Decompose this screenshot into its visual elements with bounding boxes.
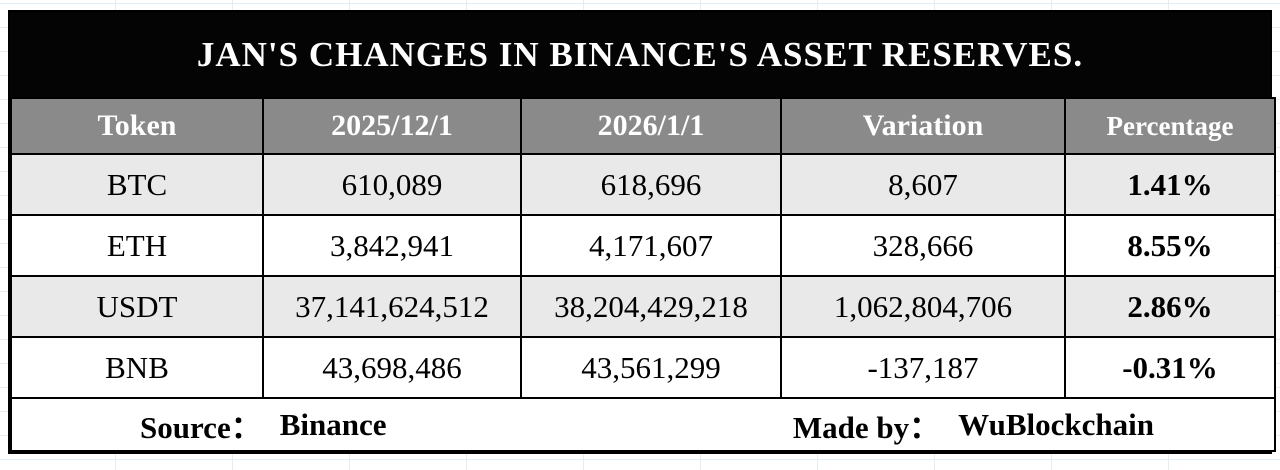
cell-variation: 1,062,804,706 (780, 275, 1066, 338)
cell-percentage: 8.55% (1064, 214, 1276, 277)
cell-percentage: -0.31% (1064, 336, 1276, 399)
cell-date-end: 43,561,299 (520, 336, 782, 399)
cell-date-start: 610,089 (262, 153, 522, 216)
made-by-value: WuBlockchain (958, 406, 1154, 442)
table-row-usdt: USDT 37,141,624,512 38,204,429,218 1,062… (10, 275, 1276, 338)
cell-date-end: 38,204,429,218 (520, 275, 782, 338)
cell-date-start: 3,842,941 (262, 214, 522, 277)
source-label: Source： (140, 410, 262, 445)
col-header-variation: Variation (780, 97, 1066, 155)
cell-variation: 328,666 (780, 214, 1066, 277)
col-header-date-end: 2026/1/1 (520, 97, 782, 155)
made-by-label: Made by： (792, 410, 941, 445)
cell-token: BNB (10, 336, 264, 399)
header-row: Token 2025/12/1 2026/1/1 Variation Perce… (10, 97, 1276, 155)
cell-token: ETH (10, 214, 264, 277)
reserves-data-table: Token 2025/12/1 2026/1/1 Variation Perce… (10, 97, 1276, 452)
cell-date-start: 37,141,624,512 (262, 275, 522, 338)
made-by-credit: Made by： WuBlockchain (793, 402, 1154, 447)
source-value: Binance (279, 406, 387, 442)
cell-token: BTC (10, 153, 264, 216)
cell-percentage: 1.41% (1064, 153, 1276, 216)
table-row-bnb: BNB 43,698,486 43,561,299 -137,187 -0.31… (10, 336, 1276, 399)
footer-credits: Source： Binance Made by： WuBlockchain (13, 402, 1273, 447)
cell-token: USDT (10, 275, 264, 338)
cell-date-start: 43,698,486 (262, 336, 522, 399)
table-row-btc: BTC 610,089 618,696 8,607 1.41% (10, 153, 1276, 216)
table-title: JAN'S CHANGES IN BINANCE'S ASSET RESERVE… (10, 12, 1270, 97)
col-header-token: Token (10, 97, 264, 155)
col-header-percentage: Percentage (1064, 97, 1276, 155)
col-header-date-start: 2025/12/1 (262, 97, 522, 155)
source-credit: Source： Binance (140, 402, 387, 447)
cell-variation: 8,607 (780, 153, 1066, 216)
cell-date-end: 618,696 (520, 153, 782, 216)
table-row-eth: ETH 3,842,941 4,171,607 328,666 8.55% (10, 214, 1276, 277)
cell-date-end: 4,171,607 (520, 214, 782, 277)
asset-reserves-table: JAN'S CHANGES IN BINANCE'S ASSET RESERVE… (8, 10, 1276, 454)
cell-variation: -137,187 (780, 336, 1066, 399)
cell-percentage: 2.86% (1064, 275, 1276, 338)
footer-row: Source： Binance Made by： WuBlockchain (10, 397, 1276, 452)
